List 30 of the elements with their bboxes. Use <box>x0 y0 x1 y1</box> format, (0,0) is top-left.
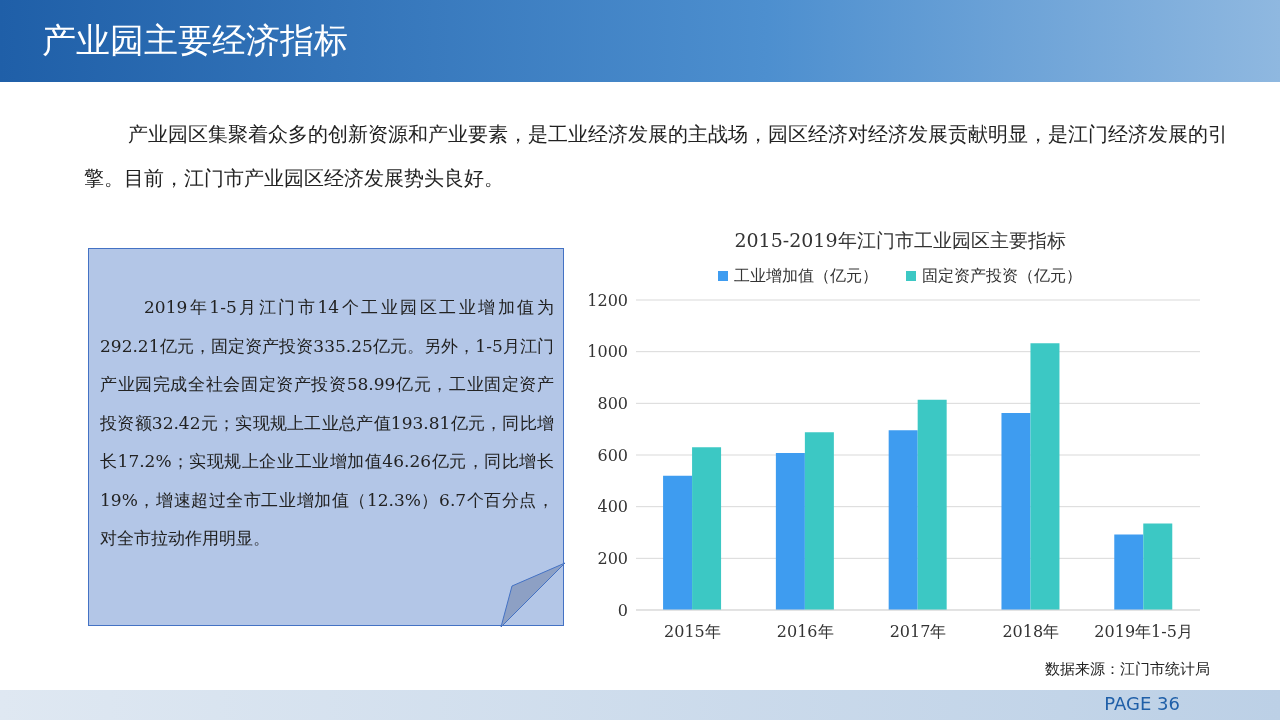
y-tick-label: 600 <box>597 445 628 465</box>
text: 产业园主要经济指标 <box>42 19 348 62</box>
chart-title: 2015-2019年江门市工业园区主要指标 <box>733 228 1067 253</box>
bar <box>917 399 947 610</box>
source-note: 数据来源：江门市统计局 <box>1045 660 1210 679</box>
bar <box>888 430 918 610</box>
legend-label: 固定资产投资（亿元） <box>921 264 1082 287</box>
y-tick-label: 1000 <box>587 342 628 362</box>
text: 2019年1-5月江门市14个工业园区工业增加值为292.21亿元，固定资产投资335.25亿元。另外，1-5月江门产业园完成全社会固定资产投资58.99亿元，工业固定资产投资额32.42元；实现规上工业总产值193.81亿元，同比增长17.2%；实现规上企业工业增加值46.26亿元，同比增长19%，增速超过全市工业增加值（12.3%）6.7个百分点，对全市拉动作用明显。 <box>100 296 554 550</box>
x-tick-label: 2018年 <box>1002 622 1060 642</box>
x-tick-label: 2019年1-5月 <box>1094 622 1193 642</box>
bar <box>692 447 722 610</box>
y-tick-label: 200 <box>597 549 628 569</box>
y-tick-label: 400 <box>597 497 628 517</box>
x-tick-label: 2017年 <box>889 622 947 642</box>
bar <box>1030 343 1060 610</box>
y-tick-label: 1200 <box>587 290 628 310</box>
bar <box>1114 534 1144 610</box>
bar <box>1001 412 1031 610</box>
bar <box>663 475 693 610</box>
legend-label: 工业增加值（亿元） <box>733 264 878 287</box>
bar <box>1143 523 1173 610</box>
bar <box>775 452 805 610</box>
text: PAGE 36 <box>1104 693 1180 714</box>
x-tick-label: 2015年 <box>664 622 721 642</box>
y-tick-label: 0 <box>617 600 628 620</box>
bar <box>804 432 834 610</box>
text: 产业园区集聚着众多的创新资源和产业要素，是工业经济发展的主战场，园区经济对经济发展贡献明显，是江门经济发展的引擎。目前，江门市产业园区经济发展势头良好。 <box>84 121 1229 192</box>
y-tick-label: 800 <box>597 394 628 414</box>
x-tick-label: 2016年 <box>776 622 834 642</box>
